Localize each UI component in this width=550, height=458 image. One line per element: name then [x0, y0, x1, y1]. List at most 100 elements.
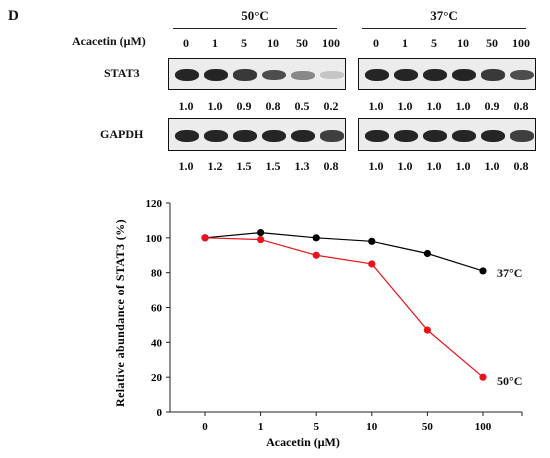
gapdh-quant-value: 1.0 [426, 159, 442, 173]
gapdh-band [175, 130, 199, 142]
concentration-row-label: Acacetin (μM) [72, 34, 146, 48]
data-point [312, 251, 320, 259]
data-point [479, 373, 487, 381]
data-point [201, 234, 209, 242]
concentration-label: 1 [212, 36, 218, 50]
stat3-blot-50 [168, 58, 346, 90]
series-label: 50°C [497, 374, 522, 388]
panel-letter: D [8, 8, 19, 24]
stat3-band [510, 69, 534, 81]
gapdh-blot-37 [358, 118, 536, 151]
stat3-quant-value: 0.8 [265, 99, 281, 113]
stat3-quant-value: 1.0 [397, 99, 413, 113]
x-tick-label: 100 [475, 421, 492, 433]
data-point [368, 260, 376, 268]
chart-axes [169, 203, 522, 413]
gapdh-quant-value: 1.2 [207, 159, 223, 173]
y-tick-label: 80 [151, 268, 163, 280]
stat3-band [233, 69, 257, 81]
series-label: 37°C [497, 266, 522, 280]
y-tick-label: 40 [151, 337, 163, 349]
concentration-label: 5 [431, 36, 437, 50]
gapdh-quant-value: 0.8 [513, 159, 529, 173]
gapdh-band [365, 130, 389, 142]
data-point [479, 267, 487, 275]
data-point [368, 237, 376, 245]
header-rule-50 [173, 28, 337, 29]
data-point [423, 249, 431, 258]
gapdh-quant-value: 1.0 [397, 159, 413, 173]
data-point [257, 229, 265, 237]
concentration-label: 100 [512, 36, 530, 50]
y-tick-label: 100 [146, 233, 163, 245]
gapdh-quant-value: 1.0 [178, 159, 194, 173]
stat3-quant-value: 1.0 [178, 99, 194, 113]
x-tick-label: 50 [422, 421, 434, 433]
gapdh-quant-value: 1.5 [236, 159, 252, 173]
stat3-quant-value: 1.0 [455, 99, 471, 113]
stat3-quant-value: 0.9 [236, 99, 252, 113]
stat3-band [320, 71, 344, 79]
concentration-label: 0 [373, 36, 379, 50]
y-tick-label: 120 [146, 198, 163, 210]
concentration-label: 10 [267, 36, 279, 50]
stat3-quant-value: 1.0 [368, 99, 384, 113]
stat3-band [204, 69, 228, 81]
gapdh-quant-value: 1.0 [484, 159, 500, 173]
x-tick-label: 1 [258, 421, 264, 433]
chart-ticks: 0 20 40 60 80 100 120 0 1 5 10 50 100 [146, 198, 523, 433]
concentration-label: 50 [296, 36, 308, 50]
concentration-label: 1 [402, 36, 408, 50]
stat3-quant-value: 0.8 [513, 99, 529, 113]
gapdh-band [291, 130, 315, 142]
chart-series-layer: 37°C 50°C [201, 229, 522, 388]
temperature-title-37: 37°C [430, 8, 458, 23]
data-point [312, 234, 320, 242]
gapdh-band [423, 130, 447, 142]
stat3-quant-value: 0.2 [323, 99, 339, 113]
stat3-band [175, 69, 199, 81]
stat3-band [481, 69, 505, 81]
concentration-label: 10 [457, 36, 469, 50]
concentration-label: 50 [486, 36, 498, 50]
stat3-quant-value: 1.0 [426, 99, 442, 113]
gapdh-quant-value: 1.0 [368, 159, 384, 173]
concentration-label: 0 [183, 36, 189, 50]
stat3-row-label: STAT3 [104, 66, 140, 80]
stat3-band [262, 69, 286, 81]
gapdh-quant-value: 0.8 [323, 159, 339, 173]
gapdh-quant-value: 1.3 [294, 159, 310, 173]
gapdh-row-label: GAPDH [100, 127, 144, 141]
series-line-50c [204, 237, 484, 378]
stat3-quant-value: 0.9 [484, 99, 500, 113]
gapdh-band [233, 130, 257, 142]
y-axis-label: Relative abundance of STAT3 (%) [113, 219, 127, 407]
header-rule-37 [362, 28, 526, 29]
y-tick-label: 0 [157, 407, 163, 419]
concentration-label: 100 [322, 36, 340, 50]
stat3-band [452, 69, 476, 81]
x-tick-label: 5 [313, 421, 319, 433]
data-point [423, 326, 431, 334]
gapdh-band [262, 130, 286, 142]
concentration-label: 5 [241, 36, 247, 50]
stat3-quant-value: 0.5 [294, 99, 310, 113]
temperature-title-50: 50°C [241, 8, 269, 23]
gapdh-band [320, 130, 344, 142]
stat3-band [423, 69, 447, 81]
gapdh-band [204, 130, 228, 142]
y-tick-label: 60 [151, 303, 163, 315]
series-line-37c [204, 232, 484, 272]
stat3-band [394, 69, 418, 81]
stat3-quant-value: 1.0 [207, 99, 223, 113]
gapdh-band [452, 130, 476, 142]
x-tick-label: 10 [366, 421, 378, 433]
gapdh-band [394, 130, 418, 142]
stat3-blot-37 [358, 58, 536, 90]
gapdh-band [481, 130, 505, 142]
data-point [257, 235, 265, 244]
gapdh-band [510, 130, 534, 142]
stat3-band [291, 70, 315, 80]
gapdh-blot-50 [168, 118, 346, 151]
